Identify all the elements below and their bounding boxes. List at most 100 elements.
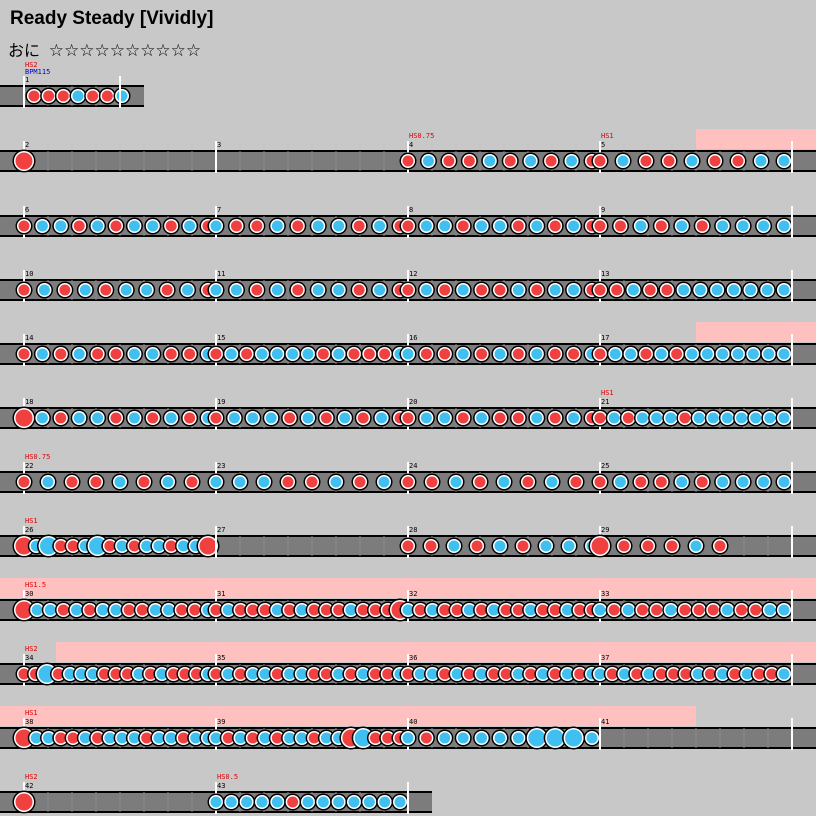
ka-note [651,412,663,424]
ka-note [427,604,439,616]
don-note [55,732,67,744]
ka-note [210,476,222,488]
ka-note [271,220,283,232]
measure-number: 26 [25,526,33,534]
ka-note [333,284,345,296]
ka-note [750,412,762,424]
don-note [284,604,296,616]
ka-note [76,668,87,680]
ka-note [701,348,713,360]
ka-note [42,476,54,488]
ka-note [494,732,506,744]
ka-note [622,604,634,616]
don-note [680,668,692,680]
don-note [655,668,667,680]
don-note [282,476,294,488]
don-note [463,668,475,680]
don-note [463,155,475,167]
ka-note [259,732,271,744]
don-note [594,155,606,167]
measure-number: 39 [217,718,225,726]
don-note [57,604,69,616]
ka-note [394,796,406,808]
ka-note [758,220,770,232]
don-note [574,604,586,616]
measure-number: 28 [409,526,417,534]
ka-note [38,284,50,296]
ka-note [333,348,345,360]
bpm-annotation: BPM115 [25,68,50,76]
don-note [618,540,630,552]
ka-note [635,220,647,232]
don-note [66,476,78,488]
ka-note [512,284,524,296]
measure-number: 18 [25,398,33,406]
don-note [570,476,582,488]
don-note [549,604,561,616]
ka-note [614,476,626,488]
ka-note [116,540,128,552]
ka-note [153,732,165,744]
ka-note [457,732,469,744]
ka-note [737,476,749,488]
ka-note [378,476,390,488]
gogo-highlight [0,706,696,726]
don-note [251,284,263,296]
don-note [55,348,67,360]
don-note [348,348,360,360]
ka-note [72,90,84,102]
ka-note [320,732,332,744]
measure-number: 19 [217,398,225,406]
don-note [369,668,381,680]
ka-note [484,155,496,167]
ka-note [690,540,702,552]
don-note [18,220,30,232]
don-note [15,601,33,619]
ka-note [225,348,237,360]
don-note [15,729,33,747]
ka-note [302,412,314,424]
don-note [631,668,643,680]
don-note [210,668,222,680]
don-note [333,604,345,616]
ka-note [721,412,733,424]
don-note [549,220,561,232]
ka-note [302,348,314,360]
don-note [608,604,620,616]
don-note [184,348,196,360]
ka-note [625,348,637,360]
don-note [488,668,500,680]
don-note [402,476,414,488]
difficulty-label: おに [8,43,41,60]
ka-note [741,668,753,680]
measure-number: 37 [601,654,609,662]
measure-number: 36 [409,654,417,662]
measure-number: 43 [217,782,225,790]
don-note [594,220,606,232]
don-note [471,540,483,552]
ka-note [30,732,42,744]
ka-note [594,668,606,680]
ka-note [531,412,543,424]
ka-note [737,220,749,232]
ka-note [271,348,283,360]
don-note [512,220,524,232]
ka-note [686,155,698,167]
ka-note [333,796,345,808]
don-note [271,668,283,680]
don-note [320,412,332,424]
ka-note [184,220,196,232]
ka-note [665,412,677,424]
don-note [110,668,122,680]
ka-note [31,604,43,616]
ka-note [363,796,375,808]
ka-note [156,668,168,680]
ka-note [717,668,729,680]
measure-number: 29 [601,526,609,534]
ka-note [676,476,688,488]
ka-note [228,412,240,424]
don-note [18,284,30,296]
don-note [382,668,394,680]
don-note [732,155,744,167]
measure-number: 27 [217,526,225,534]
